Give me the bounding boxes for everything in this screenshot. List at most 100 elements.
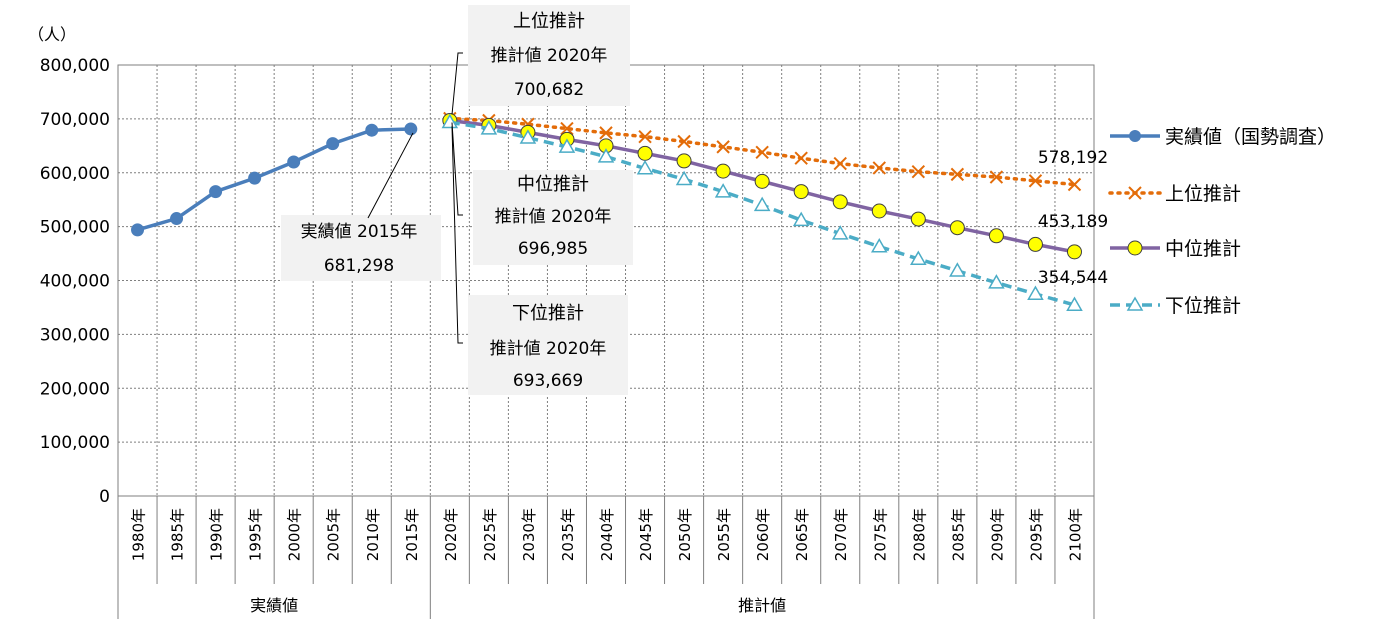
x-tick-label: 1990年 — [208, 508, 226, 561]
series-point — [910, 250, 927, 265]
y-tick-label: 500,000 — [40, 218, 110, 238]
x-tick-label: 2100年 — [1066, 508, 1084, 561]
x-axis-groups: 実績値 推計値 — [117, 584, 1095, 619]
callout-text: 実績値 2015年 — [301, 222, 418, 242]
series-point — [1066, 296, 1083, 311]
series-point — [871, 203, 887, 219]
series-point — [950, 167, 965, 182]
x-tick-label: 2045年 — [637, 508, 655, 561]
series-point — [714, 183, 732, 198]
x-tick-label: 1980年 — [130, 508, 148, 561]
legend-label: 中位推計 — [1165, 238, 1241, 260]
x-tick-label: 2070年 — [832, 508, 850, 561]
series-point — [1027, 285, 1044, 300]
y-axis: 0 100,000 200,000 300,000 400,000 500,000 600,… — [40, 56, 110, 507]
callout-text: 下位推計 — [512, 303, 584, 324]
group-label: 推計値 — [738, 596, 786, 615]
callout-text: 681,298 — [324, 256, 394, 276]
callout-leader — [451, 52, 463, 115]
legend-marker — [1126, 296, 1144, 311]
series-point — [989, 170, 1004, 184]
legend-label: 下位推計 — [1165, 295, 1241, 317]
series-point — [287, 155, 301, 169]
y-tick-label: 600,000 — [40, 164, 110, 184]
callout-box — [468, 5, 630, 106]
series-point — [597, 148, 615, 163]
end-data-label: 453,189 — [1038, 212, 1108, 232]
callout-leader — [451, 122, 463, 216]
group-label: 実績値 — [250, 596, 298, 615]
series-point — [404, 122, 418, 136]
callout-box — [473, 170, 633, 265]
legend-marker — [1127, 240, 1143, 256]
y-tick-label: 300,000 — [40, 325, 110, 345]
x-tick-label: 2015年 — [403, 508, 421, 561]
legend-marker — [1129, 130, 1141, 142]
series-point — [911, 164, 926, 179]
x-tick-label: 2090年 — [988, 508, 1006, 561]
series-point — [1066, 244, 1082, 260]
series-point — [831, 225, 849, 240]
series-point — [1028, 174, 1043, 188]
x-tick-label: 2060年 — [754, 508, 772, 561]
end-data-label: 354,544 — [1038, 268, 1108, 288]
x-tick-label: 2025年 — [481, 508, 499, 561]
series-point — [560, 121, 574, 136]
x-tick-label: 1985年 — [169, 508, 187, 561]
legend-label: 実績値（国勢調査） — [1165, 126, 1336, 148]
series-point — [326, 137, 340, 151]
series-point — [1027, 236, 1043, 252]
y-tick-label: 800,000 — [40, 56, 110, 76]
y-tick-label: 100,000 — [40, 433, 110, 453]
callout-text: 推計値 2020年 — [491, 46, 608, 66]
series-point — [988, 228, 1004, 244]
legend-marker — [1128, 186, 1142, 200]
x-tick-label: 2020年 — [442, 508, 460, 561]
x-tick-label: 2035年 — [559, 508, 577, 561]
series-point — [209, 185, 223, 199]
series-point — [365, 123, 379, 137]
x-tick-label: 2085年 — [949, 508, 967, 561]
series-point — [636, 159, 654, 175]
series-point — [715, 163, 731, 179]
legend-label: 上位推計 — [1165, 183, 1241, 205]
series-point — [170, 212, 184, 226]
callout-box — [468, 295, 628, 395]
series-point — [131, 223, 145, 237]
y-tick-label: 200,000 — [40, 379, 110, 399]
series-point — [794, 151, 808, 165]
series-point — [988, 274, 1005, 289]
series-point — [599, 126, 613, 140]
series-point — [949, 262, 966, 277]
x-tick-label: 2030年 — [520, 508, 538, 561]
callout-leader — [451, 126, 463, 344]
callout-text: 上位推計 — [513, 11, 585, 32]
x-tick-label: 2080年 — [910, 508, 928, 561]
grid — [117, 64, 1095, 497]
series-point — [754, 173, 770, 189]
callout-text: 696,985 — [518, 239, 588, 259]
x-tick-label: 2055年 — [715, 508, 733, 561]
series-point — [558, 138, 576, 153]
series-point — [792, 211, 810, 227]
series-point — [716, 140, 730, 154]
series-line-0 — [137, 127, 411, 232]
callout-leader — [367, 132, 414, 219]
callout-text: 推計値 2020年 — [490, 339, 607, 359]
callout-text: 中位推計 — [517, 174, 589, 195]
y-tick-label: 400,000 — [40, 272, 110, 292]
series-point — [870, 238, 888, 253]
series-point — [793, 184, 809, 200]
x-axis: 1980年 1985年 1990年 1995年 2000年 2005年 2010年 2015年… — [117, 496, 1095, 584]
series-point — [519, 129, 537, 144]
end-data-label: 578,192 — [1038, 148, 1108, 168]
series-point — [755, 145, 769, 159]
series-layer — [131, 111, 1083, 311]
series-point — [675, 170, 693, 186]
x-tick-label: 2040年 — [598, 508, 616, 561]
x-tick-label: 2050年 — [676, 508, 694, 561]
series-point — [910, 211, 926, 227]
